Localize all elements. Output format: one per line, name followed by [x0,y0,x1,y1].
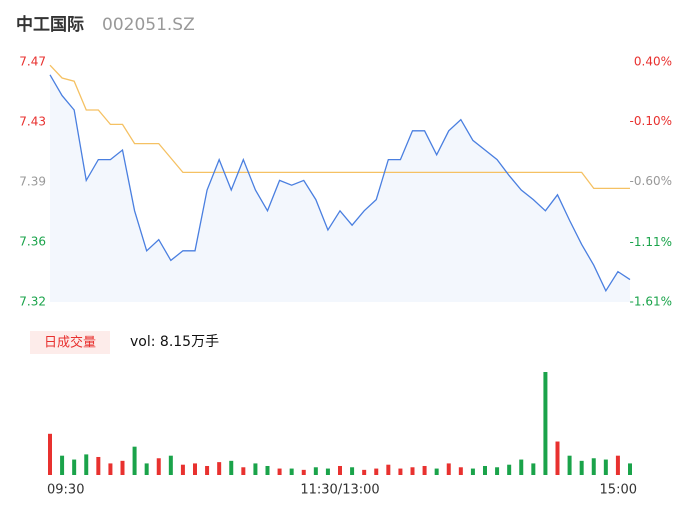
x-tick-label: 15:00 [600,483,637,498]
volume-bar [483,465,487,475]
price-line [49,74,631,293]
volume-bar [168,455,173,475]
volume-bar [519,459,524,475]
volume-bar [229,460,234,475]
volume-bar [132,446,137,475]
volume-bar [289,468,294,475]
volume-bar [603,459,608,475]
volume-bar [120,460,125,475]
volume-bar [398,468,403,475]
volume-bar [555,441,560,475]
volume-bar [60,455,65,475]
volume-bar [615,455,620,475]
stock-code: 002051.SZ [102,15,195,35]
volume-bar [96,456,101,475]
x-tick-label: 11:30/13:00 [300,483,379,498]
volume-bar [531,463,536,475]
volume-bar [567,455,572,475]
volume-bar [48,433,52,475]
volume-bar [470,468,475,475]
y-tick-label: 7.39 [19,175,46,189]
volume-bar [180,464,185,475]
volume-bar [386,464,391,475]
volume-bar [217,462,222,475]
y-tick-label: 7.32 [19,295,46,309]
volume-bar [410,467,415,475]
volume-bar [156,458,161,475]
volume-bar [301,469,306,475]
volume-bar [277,468,282,475]
y2-tick-label: -1.61% [630,295,672,309]
volume-bar [628,463,632,475]
volume-bar [507,464,512,475]
volume-bar [108,463,113,475]
volume-bar [144,463,149,475]
volume-tag-bg [30,331,110,354]
volume-bar [193,463,197,475]
volume-total: vol: 8.15万手 [130,334,219,350]
volume-bar [84,454,89,475]
stock-name: 中工国际 [16,14,84,35]
volume-bar [446,463,451,475]
y2-tick-label: -0.10% [630,114,672,128]
y2-tick-label: 0.40% [634,55,672,69]
y-tick-label: 7.36 [19,235,46,249]
average-line [49,64,630,190]
volume-bar [543,372,548,475]
volume-bar [72,459,77,475]
volume-bar [313,467,318,475]
volume-bar [458,467,463,475]
volume-bar [495,467,500,475]
volume-bar [422,465,427,475]
y2-tick-label: -0.60% [630,174,672,188]
price-area [50,74,630,302]
y-tick-label: 7.43 [19,115,46,129]
volume-tag: 日成交量 [44,335,96,351]
volume-bar [205,465,210,475]
volume-bar [325,468,330,475]
volume-bar [434,468,439,475]
volume-bar [362,469,367,475]
volume-bar [374,468,379,475]
volume-bar [253,463,258,475]
volume-bar [591,458,596,475]
volume-bar [265,465,270,475]
volume-bar [350,467,355,475]
volume-bar [579,460,584,475]
y-tick-label: 7.47 [19,55,46,69]
volume-bar [338,465,342,475]
x-tick-label: 09:30 [47,483,84,498]
volume-bar [241,467,246,475]
y2-tick-label: -1.11% [630,235,672,249]
